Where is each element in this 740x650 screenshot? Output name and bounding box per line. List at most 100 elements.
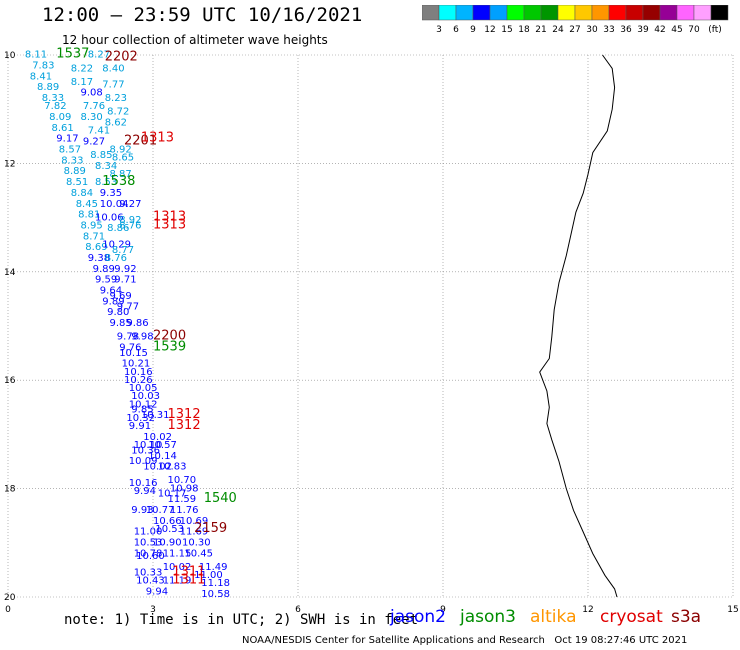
pass-time-label: 2159	[194, 521, 227, 536]
wave-height-label: 8.92	[110, 145, 132, 156]
wave-height-label: 8.61	[52, 123, 74, 134]
wave-height-label: 10.12	[129, 399, 158, 410]
wave-height-label: 11.00	[194, 570, 223, 581]
wave-height-label: 9.64	[100, 286, 122, 297]
wave-height-label: 8.76	[119, 220, 141, 231]
wave-height-label: 7.77	[102, 80, 124, 91]
wave-height-label: 10.10	[134, 440, 163, 451]
colorbar-label: 24	[552, 25, 564, 35]
wave-height-label: 10.16	[124, 367, 153, 378]
wave-height-label: 7.83	[32, 61, 54, 72]
pass-time-label: 1312	[168, 407, 201, 422]
wave-height-label: 9.89	[93, 264, 115, 275]
wave-height-label: 10.05	[129, 383, 158, 394]
wave-height-label: 8.33	[42, 93, 64, 104]
wave-height-label: 8.76	[105, 253, 127, 264]
colorbar-label: 3	[436, 25, 442, 35]
legend-s3a: s3a	[671, 607, 702, 627]
wave-height-label: 8.30	[81, 112, 103, 123]
colorbar-label: 45	[671, 25, 682, 35]
colorbar-label: 9	[470, 25, 476, 35]
pass-time-label: 1313	[153, 209, 186, 224]
wave-height-label: 9.98	[131, 332, 153, 343]
colorbar-label: 42	[654, 25, 665, 35]
wave-height-label: 8.41	[30, 71, 52, 82]
colorbar-label: 33	[603, 25, 614, 35]
wave-height-label: 9.76	[119, 342, 141, 353]
wave-height-label: 8.57	[59, 145, 81, 156]
x-tick-label: 3	[150, 605, 156, 615]
wave-height-label: 10.45	[184, 548, 213, 559]
pass-time-label: 2200	[153, 329, 186, 344]
wave-height-label: 10.02	[143, 432, 172, 443]
pass-time-label: 1539	[153, 339, 186, 354]
wave-height-label: 9.35	[100, 188, 122, 199]
pass-time-label: 1313	[141, 131, 174, 146]
wave-height-label: 8.45	[76, 199, 98, 210]
wave-height-label: 10.15	[119, 348, 148, 359]
map-subtitle: 12 hour collection of altimeter wave hei…	[62, 33, 328, 47]
wave-height-label: 8.34	[95, 161, 117, 172]
wave-height-label: 8.87	[110, 169, 132, 180]
wave-height-label: 10.31	[141, 410, 170, 421]
wave-height-label: 10.60	[136, 551, 165, 562]
wave-height-colorbar: 3 6 9 12 15 18 21 24 27 30 33 36 39 42 45 70 (ft)	[422, 5, 729, 35]
wave-height-label: 9.92	[114, 264, 136, 275]
wave-height-label: 10.53	[155, 524, 184, 535]
wave-height-label: 9.85	[131, 405, 153, 416]
wave-height-label: 8.92	[119, 215, 141, 226]
wave-height-label: 10.36	[131, 445, 160, 456]
wave-height-label: 9.71	[114, 275, 136, 286]
wave-height-label: 11.15	[163, 548, 192, 559]
wave-height-label: 11.18	[201, 578, 230, 589]
wave-height-label: 11.00	[134, 527, 163, 538]
wave-height-label: 9.78	[117, 332, 139, 343]
wave-height-label: 10.78	[134, 548, 163, 559]
wave-height-label: 9.27	[119, 199, 141, 210]
wave-height-label: 10.98	[170, 483, 199, 494]
pass-time-label: 1311	[172, 564, 205, 579]
wave-height-label: 7.41	[88, 126, 110, 137]
wave-height-label: 9.38	[88, 253, 110, 264]
wave-height-label: 8.89	[37, 82, 59, 93]
wave-height-label: 8.86	[107, 223, 129, 234]
colorbar-label: 21	[535, 25, 546, 35]
coastline	[539, 54, 618, 598]
wave-height-label: 11.59	[168, 494, 197, 505]
colorbar-label: 18	[518, 25, 530, 35]
wave-height-label: 10.17	[158, 489, 187, 500]
wave-height-label: 10.06	[95, 212, 124, 223]
wave-height-label: 8.22	[71, 63, 93, 74]
x-tick-label: 0	[5, 605, 11, 615]
wave-height-label: 8.23	[105, 93, 127, 104]
x-tick-label: 9	[440, 605, 446, 615]
pass-time-label: 1537	[56, 47, 89, 62]
legend-altika: altika	[530, 607, 577, 627]
legend-jason3: jason3	[460, 607, 516, 627]
wave-height-label: 7.76	[83, 101, 105, 112]
wave-height-label: 10.14	[148, 451, 177, 462]
wave-height-label: 8.84	[71, 188, 93, 199]
wave-height-label: 8.71	[83, 231, 105, 242]
y-tick-label: 18	[4, 485, 16, 495]
wave-height-label: 10.90	[153, 538, 182, 549]
wave-height-label: 8.09	[49, 112, 71, 123]
wave-height-label: 10.02	[163, 562, 192, 573]
pass-time-label: 1538	[102, 174, 135, 189]
wave-height-label: 8.62	[105, 118, 127, 129]
wave-height-label: 9.80	[107, 307, 129, 318]
wave-height-label: 8.69	[85, 242, 107, 253]
wave-height-label: 10.77	[146, 505, 175, 516]
wave-height-label: 9.08	[81, 88, 103, 99]
x-tick-label: 6	[295, 605, 301, 615]
wave-height-label: 10.02	[143, 462, 172, 473]
wave-height-label: 10.43	[136, 575, 165, 586]
colorbar-label: 36	[620, 25, 632, 35]
wave-height-label: 10.29	[102, 239, 131, 250]
wave-height-label: 10.66	[153, 516, 182, 527]
legend-jason2: jason2	[390, 607, 446, 627]
wave-height-label: 10.21	[122, 359, 151, 370]
wave-height-label: 8.33	[61, 155, 83, 166]
